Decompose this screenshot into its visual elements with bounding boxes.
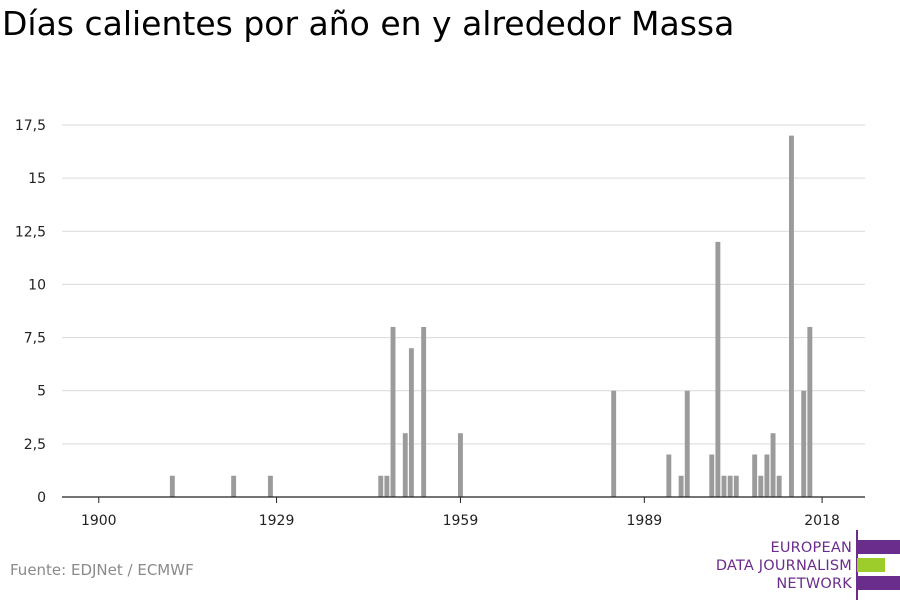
y-tick-label: 7,5	[24, 331, 46, 347]
chart-title: Días calientes por año en y alrededor Ma…	[2, 4, 735, 43]
bar	[776, 475, 782, 497]
y-tick-label: 17,5	[15, 118, 46, 134]
bar	[788, 135, 794, 497]
bar	[807, 326, 813, 497]
bar	[169, 475, 175, 497]
bar	[758, 475, 764, 497]
chart: 0 2,5 5 7,5 10 12,5 15 17,5 1900 1929 1959 1989 2018	[15, 118, 865, 529]
bar	[408, 348, 414, 497]
bar	[421, 326, 427, 497]
y-tick-label: 0	[37, 490, 46, 506]
y-tick-label: 2,5	[24, 437, 46, 453]
bar	[611, 390, 617, 497]
bar	[764, 454, 770, 497]
bar	[384, 475, 390, 497]
bar	[390, 326, 396, 497]
x-tick-label: 1989	[627, 513, 663, 529]
y-tick-label: 5	[37, 384, 46, 400]
bar	[402, 433, 408, 497]
logo-bar-green	[857, 558, 885, 572]
bar	[678, 475, 684, 497]
x-tick-label: 1929	[259, 513, 295, 529]
logo-line-3: NETWORK	[776, 576, 852, 592]
source-note: Fuente: EDJNet / ECMWF	[10, 561, 194, 579]
y-tick-label: 10	[28, 277, 46, 293]
bar	[733, 475, 739, 497]
x-tick-label: 2018	[804, 513, 840, 529]
bars	[169, 135, 813, 497]
logo-bar-purple-bottom	[857, 576, 900, 590]
grid-lines	[62, 124, 865, 445]
bar	[267, 475, 273, 497]
logo-bar-purple-top	[857, 540, 900, 554]
bar	[666, 454, 672, 497]
bar	[457, 433, 463, 497]
bar	[727, 475, 733, 497]
logo-line-1: EUROPEAN	[770, 540, 852, 556]
bar	[684, 390, 690, 497]
bar	[801, 390, 807, 497]
bar	[231, 475, 237, 497]
bar	[752, 454, 758, 497]
bar	[709, 454, 715, 497]
edjnet-logo: EUROPEAN DATA JOURNALISM NETWORK	[700, 530, 900, 600]
x-tick-label: 1900	[81, 513, 117, 529]
bar	[770, 433, 776, 497]
bar	[378, 475, 384, 497]
y-tick-label: 15	[28, 171, 46, 187]
logo-line-2: DATA JOURNALISM	[715, 558, 852, 574]
axes: 0 2,5 5 7,5 10 12,5 15 17,5 1900 1929 1959 1989 2018	[15, 118, 865, 529]
x-tick-label: 1959	[443, 513, 479, 529]
bar	[715, 241, 721, 497]
y-tick-label: 12,5	[15, 224, 46, 240]
bar	[721, 475, 727, 497]
